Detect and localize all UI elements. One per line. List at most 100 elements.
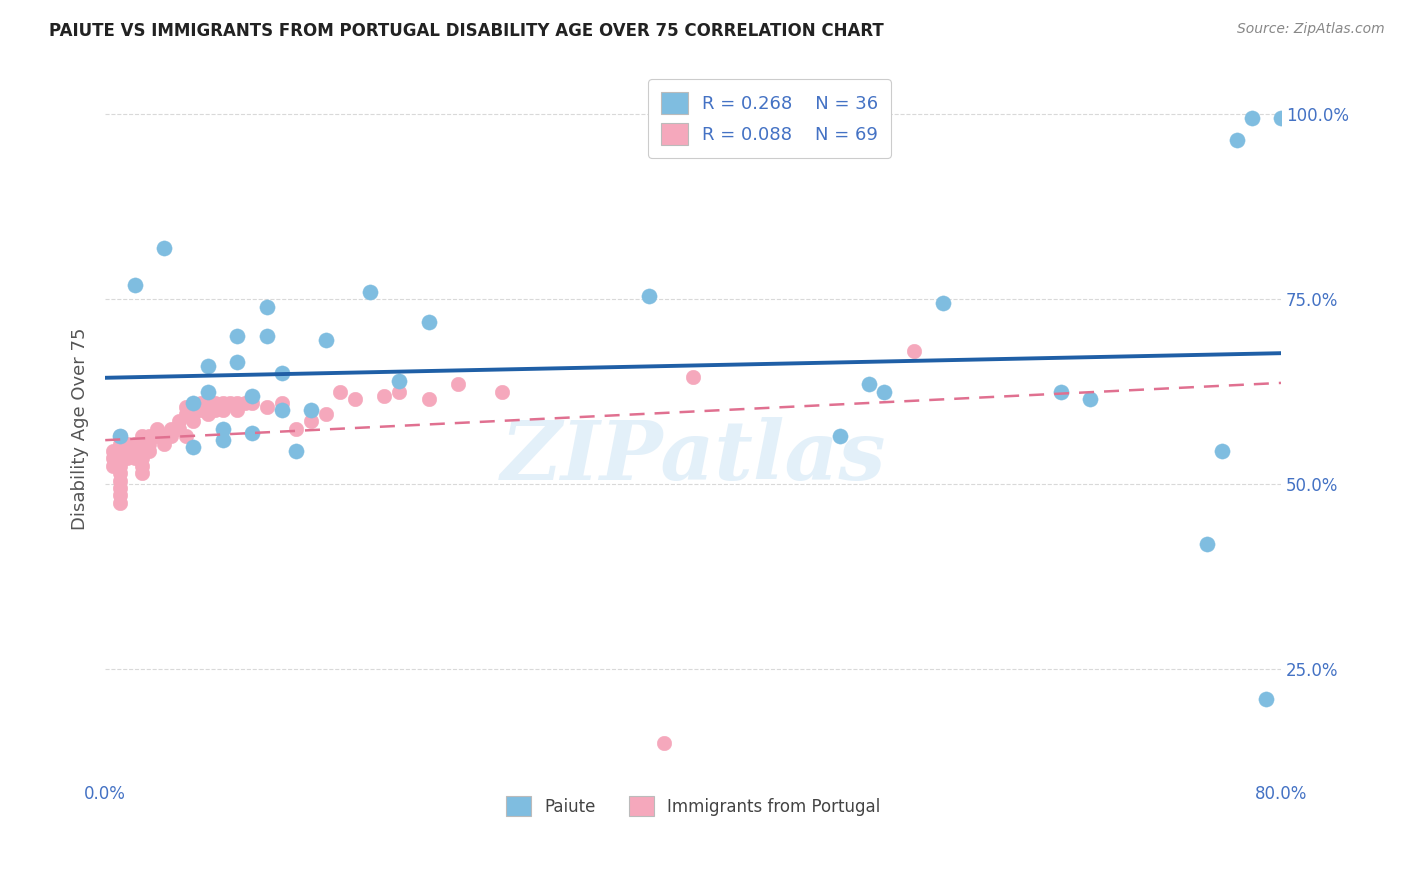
Point [270, 367, 292, 381]
Point [160, 429, 183, 443]
Point [299, 403, 322, 417]
Point [204, 403, 226, 417]
Point [183, 407, 205, 421]
Point [131, 451, 153, 466]
Point [270, 403, 292, 417]
Point [226, 329, 249, 343]
Point [124, 277, 146, 292]
Point [108, 429, 131, 443]
Point [858, 377, 880, 392]
Point [211, 422, 233, 436]
Point [219, 396, 242, 410]
Point [160, 422, 183, 436]
Point [101, 444, 124, 458]
Point [388, 374, 411, 388]
Point [167, 415, 190, 429]
Point [108, 458, 131, 473]
Point [211, 433, 233, 447]
Point [138, 436, 160, 450]
Point [1256, 692, 1278, 706]
Point [315, 333, 337, 347]
Point [131, 458, 153, 473]
Point [638, 288, 661, 302]
Point [117, 436, 139, 450]
Point [183, 415, 205, 429]
Point [256, 300, 278, 314]
Point [108, 451, 131, 466]
Point [418, 315, 440, 329]
Point [373, 388, 395, 402]
Point [108, 436, 131, 450]
Point [138, 444, 160, 458]
Point [226, 403, 249, 417]
Point [226, 396, 249, 410]
Point [344, 392, 367, 407]
Point [197, 384, 219, 399]
Point [197, 400, 219, 414]
Point [652, 736, 675, 750]
Point [197, 407, 219, 421]
Text: Source: ZipAtlas.com: Source: ZipAtlas.com [1237, 22, 1385, 37]
Point [211, 403, 233, 417]
Point [138, 429, 160, 443]
Point [828, 429, 851, 443]
Point [117, 451, 139, 466]
Point [108, 467, 131, 481]
Point [388, 384, 411, 399]
Point [101, 458, 124, 473]
Point [1226, 133, 1249, 147]
Point [124, 444, 146, 458]
Point [183, 396, 205, 410]
Point [256, 329, 278, 343]
Point [131, 429, 153, 443]
Point [211, 396, 233, 410]
Point [131, 444, 153, 458]
Point [174, 400, 197, 414]
Point [197, 359, 219, 373]
Point [108, 429, 131, 443]
Text: ZIPatlas: ZIPatlas [501, 417, 886, 497]
Point [1078, 392, 1101, 407]
Point [240, 396, 263, 410]
Point [190, 396, 212, 410]
Point [329, 384, 352, 399]
Point [167, 422, 190, 436]
Point [153, 241, 176, 255]
Point [131, 467, 153, 481]
Point [270, 396, 292, 410]
Point [108, 488, 131, 502]
Point [1211, 444, 1233, 458]
Point [153, 436, 176, 450]
Point [873, 384, 896, 399]
Point [233, 396, 256, 410]
Point [145, 422, 167, 436]
Point [131, 436, 153, 450]
Point [108, 444, 131, 458]
Point [682, 370, 704, 384]
Point [108, 474, 131, 488]
Point [153, 429, 176, 443]
Y-axis label: Disability Age Over 75: Disability Age Over 75 [72, 327, 89, 530]
Text: PAIUTE VS IMMIGRANTS FROM PORTUGAL DISABILITY AGE OVER 75 CORRELATION CHART: PAIUTE VS IMMIGRANTS FROM PORTUGAL DISAB… [49, 22, 884, 40]
Point [299, 415, 322, 429]
Point [447, 377, 470, 392]
Point [285, 444, 308, 458]
Point [174, 429, 197, 443]
Point [1049, 384, 1071, 399]
Point [174, 407, 197, 421]
Point [359, 285, 381, 299]
Point [240, 425, 263, 440]
Point [315, 407, 337, 421]
Point [1197, 536, 1219, 550]
Point [1240, 111, 1263, 125]
Point [108, 496, 131, 510]
Point [101, 451, 124, 466]
Point [145, 429, 167, 443]
Point [183, 441, 205, 455]
Legend: Paiute, Immigrants from Portugal: Paiute, Immigrants from Portugal [498, 788, 889, 825]
Point [932, 296, 955, 310]
Point [256, 400, 278, 414]
Point [285, 422, 308, 436]
Point [190, 403, 212, 417]
Point [117, 444, 139, 458]
